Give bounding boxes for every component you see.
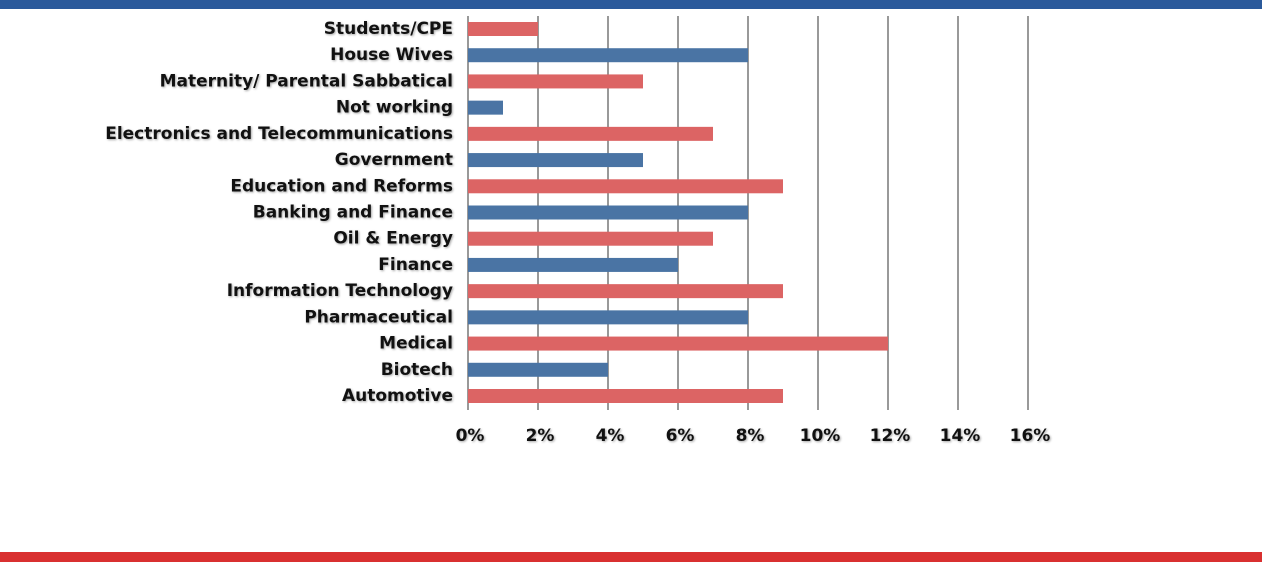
y-tick-label: Pharmaceutical xyxy=(304,307,453,327)
bar xyxy=(468,310,748,325)
bar xyxy=(468,22,538,36)
bar xyxy=(468,74,643,89)
x-tick-label: 16% xyxy=(1010,426,1051,446)
bar xyxy=(468,48,748,63)
x-tick-label: 4% xyxy=(596,426,625,446)
bar xyxy=(468,389,783,403)
bar xyxy=(468,231,713,246)
y-tick-label: Biotech xyxy=(381,360,453,380)
y-tick-label: Not working xyxy=(336,98,453,118)
bar xyxy=(468,153,643,168)
y-tick-label: Electronics and Telecommunications xyxy=(105,124,453,144)
x-tick-label: 2% xyxy=(526,426,555,446)
x-tick-label: 10% xyxy=(800,426,841,446)
y-tick-label: Finance xyxy=(378,255,453,275)
y-tick-label: Information Technology xyxy=(227,281,453,301)
bar xyxy=(468,205,748,220)
x-tick-label: 8% xyxy=(736,426,765,446)
x-tick-label: 6% xyxy=(666,426,695,446)
y-tick-label: Oil & Energy xyxy=(333,229,453,249)
x-tick-label: 12% xyxy=(870,426,911,446)
bar xyxy=(468,336,888,351)
bar xyxy=(468,100,503,115)
y-tick-label: Education and Reforms xyxy=(230,176,453,196)
bar xyxy=(468,257,678,272)
x-tick-label: 0% xyxy=(456,426,485,446)
bar xyxy=(468,126,713,141)
y-tick-label: Government xyxy=(335,150,453,170)
y-tick-label: Maternity/ Parental Sabbatical xyxy=(160,71,453,91)
bar xyxy=(468,362,608,377)
top-band xyxy=(0,0,1262,9)
x-tick-label: 14% xyxy=(940,426,981,446)
bar xyxy=(468,179,783,194)
y-tick-label: Automotive xyxy=(342,386,453,406)
y-tick-label: Banking and Finance xyxy=(253,203,453,223)
y-tick-label: Students/CPE xyxy=(324,19,453,39)
bottom-band xyxy=(0,552,1262,562)
bar xyxy=(468,284,783,299)
y-tick-label: House Wives xyxy=(330,45,453,65)
y-tick-label: Medical xyxy=(379,334,453,354)
